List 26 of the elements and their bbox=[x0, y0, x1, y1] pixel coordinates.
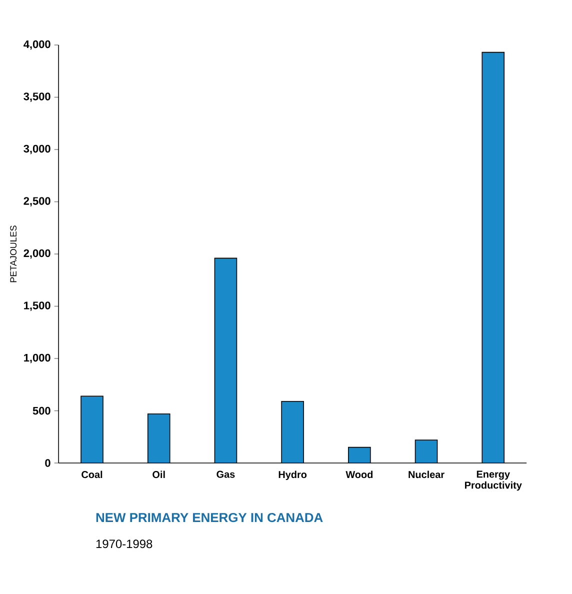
y-axis-title: PETAJOULES bbox=[10, 226, 17, 282]
bar bbox=[81, 396, 103, 463]
bar bbox=[282, 401, 304, 463]
bar bbox=[148, 414, 170, 463]
bar bbox=[348, 447, 370, 463]
x-tick-label: Wood bbox=[346, 470, 373, 478]
text: NEW PRIMARY ENERGY IN CANADA bbox=[96, 512, 323, 522]
y-tick-label: 1,000 bbox=[24, 354, 50, 364]
y-tick-label: 500 bbox=[32, 406, 50, 415]
y-tick-label: 3,500 bbox=[24, 92, 50, 102]
y-tick-label: 1,500 bbox=[24, 302, 50, 311]
y-tick-label: 0 bbox=[45, 459, 50, 467]
x-tick-label: Nuclear bbox=[408, 470, 444, 478]
x-tick-label: Energy Productivity bbox=[465, 470, 522, 491]
y-tick-label: 2,500 bbox=[24, 197, 50, 206]
text: 1970-1998 bbox=[96, 540, 152, 548]
y-tick-label: 3,000 bbox=[24, 144, 50, 154]
x-tick-label: Hydro bbox=[278, 470, 307, 480]
bar bbox=[214, 258, 237, 463]
bar bbox=[482, 52, 505, 463]
y-tick-label: 4,000 bbox=[24, 40, 50, 50]
x-tick-label: Oil bbox=[152, 470, 165, 478]
x-tick-label: Coal bbox=[82, 470, 102, 478]
x-tick-label: Gas bbox=[216, 470, 235, 478]
bar bbox=[415, 440, 438, 463]
y-tick-label: 2,000 bbox=[24, 249, 50, 259]
